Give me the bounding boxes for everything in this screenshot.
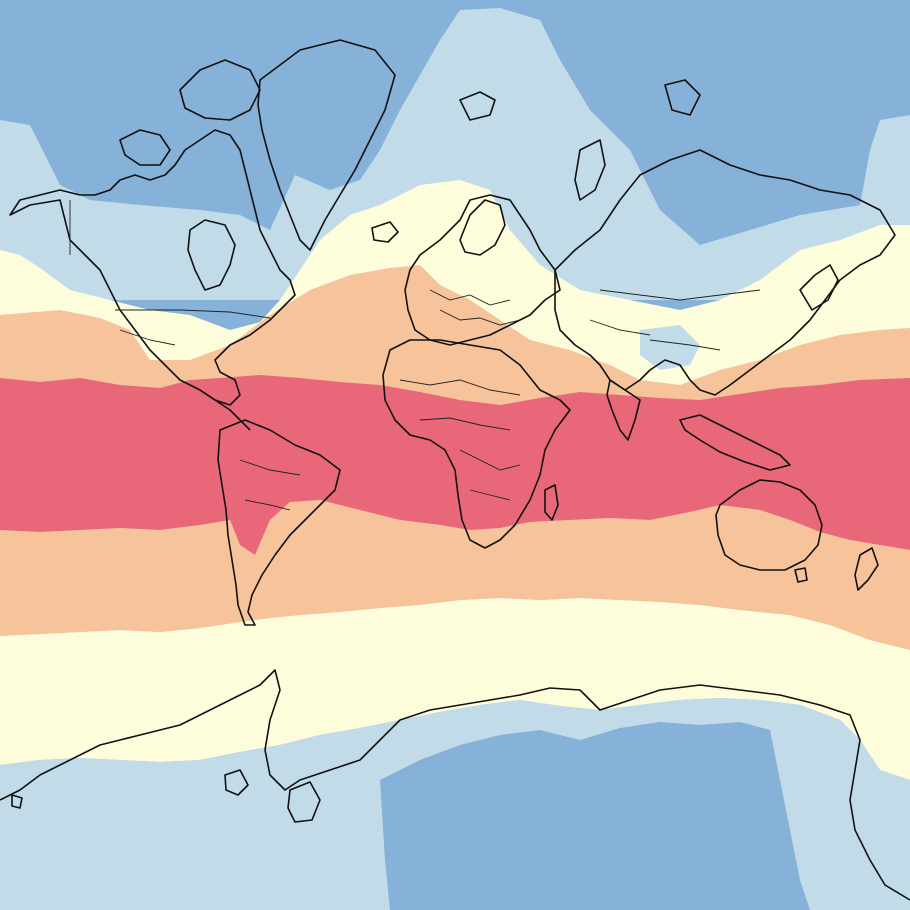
border-asia-2 — [589, 319, 651, 336]
border-us-canada — [115, 309, 271, 319]
coast-japan — [799, 264, 839, 311]
border-us-mexico — [119, 329, 176, 346]
coast-antarctic-islands — [224, 769, 249, 796]
band-cool-asia-patch — [640, 325, 700, 370]
border-europe-1 — [429, 289, 511, 306]
coast-svalbard — [459, 91, 496, 121]
coast-greenland — [257, 39, 396, 251]
band-mild-south — [0, 598, 910, 780]
border-asia-1 — [599, 289, 761, 301]
coast-australia — [715, 479, 823, 571]
coast-africa — [382, 339, 571, 549]
border-africa-4 — [469, 489, 511, 501]
border-africa-3 — [459, 449, 521, 471]
band-warm-south — [0, 500, 910, 650]
border-south-america-1 — [239, 459, 301, 476]
border-asia-3 — [649, 339, 721, 351]
coast-novaya-zemlya — [574, 139, 606, 201]
border-africa-2 — [419, 417, 511, 431]
border-africa-1 — [399, 379, 521, 396]
border-europe-2 — [439, 309, 521, 326]
coast-iceland — [371, 221, 399, 243]
coast-antarctica — [0, 669, 910, 901]
coast-se-asia-islands — [679, 414, 791, 471]
coast-siberian-islands — [664, 79, 701, 116]
coast-antarctic-islands-3 — [11, 794, 23, 809]
band-cold-antarctic — [380, 722, 810, 910]
coast-madagascar — [544, 484, 559, 521]
band-cool-north — [0, 8, 910, 300]
coast-india — [606, 379, 641, 441]
coast-arctic-islands — [119, 129, 171, 166]
coast-south-america — [217, 419, 341, 626]
coast-central-america — [199, 389, 251, 431]
coast-arctic-islands-3 — [187, 219, 236, 291]
coast-north-america — [9, 129, 296, 406]
coast-tasmania — [794, 567, 808, 583]
political-borders — [69, 200, 761, 511]
coast-arctic-islands-2 — [179, 59, 261, 121]
coastlines — [0, 39, 910, 901]
border-south-america-2 — [244, 499, 291, 511]
coast-new-zealand — [854, 547, 879, 591]
coast-scandinavia — [459, 199, 506, 256]
coast-europe — [404, 194, 561, 346]
coast-antarctic-islands-2 — [287, 781, 321, 823]
